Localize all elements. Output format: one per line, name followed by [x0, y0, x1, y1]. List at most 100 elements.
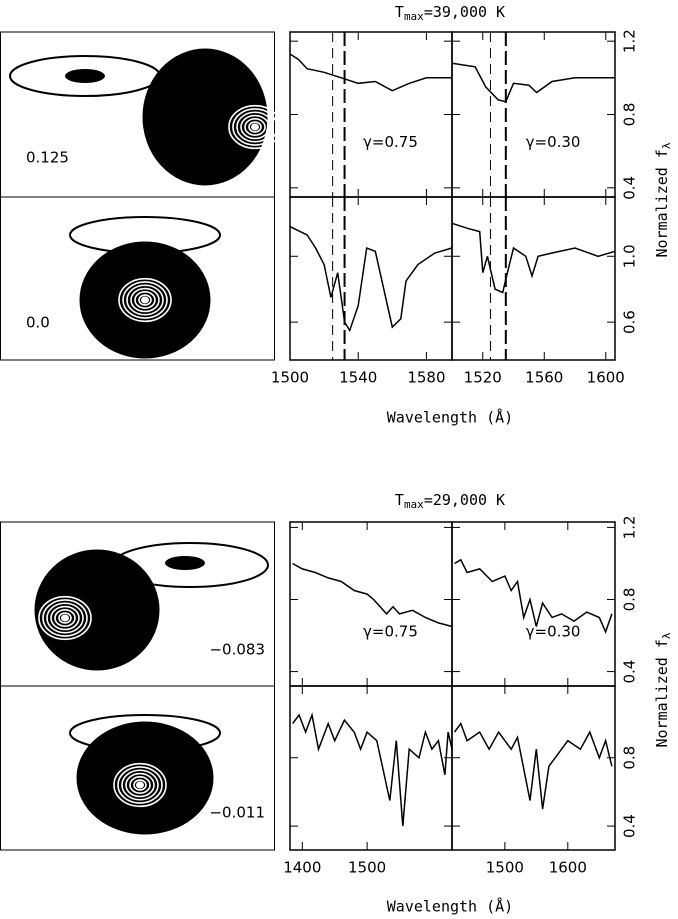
- gamma-annotation: γ=0.75: [363, 622, 418, 640]
- spectrum-line: [289, 53, 452, 92]
- y-axis-label: Normalized fλ: [653, 142, 674, 257]
- star-ring: [42, 599, 88, 637]
- x-tick-label: 1600: [587, 369, 625, 387]
- spectrum-panel: 1500 1540 1580: [271, 196, 453, 387]
- star-ring: [122, 281, 168, 319]
- star-ring: [244, 118, 266, 137]
- spectrum-line: [451, 62, 615, 103]
- star-ring: [133, 779, 147, 791]
- panel-frame: [451, 521, 616, 687]
- gamma-annotation: γ=0.30: [526, 622, 581, 640]
- x-tick-label: 1520: [464, 369, 502, 387]
- spectrum-line: [451, 222, 616, 294]
- spectrum-panel: γ=0.75: [289, 31, 453, 198]
- disk-spot: [165, 556, 205, 570]
- x-tick-label: 1500: [348, 859, 386, 877]
- y-axis-label: Normalized fλ: [653, 632, 674, 747]
- star-ring: [236, 111, 274, 143]
- x-tick-label: 1500: [271, 369, 309, 387]
- title-rest: =29,000 K: [424, 491, 505, 509]
- y-tick-label: 0.4: [621, 660, 639, 684]
- y-tick-label: 0.6: [621, 310, 639, 334]
- star-ring: [232, 108, 278, 146]
- spectrum-line: [292, 712, 453, 827]
- y-tick-label: 1.2: [621, 515, 639, 539]
- star-ring: [125, 772, 155, 798]
- title-rest: =39,000 K: [424, 3, 505, 21]
- panel-frame: [289, 196, 453, 361]
- y-tick-label: 1.2: [621, 29, 639, 53]
- y-tick-label: 1.0: [621, 244, 639, 268]
- star-ring: [58, 612, 72, 624]
- panel-frame: [289, 685, 453, 851]
- illustration-frame: [0, 31, 275, 361]
- y-tick-label: 0.4: [621, 814, 639, 838]
- y-label-sub: λ: [660, 632, 673, 639]
- star-ring: [121, 769, 159, 801]
- panel-frame: [451, 196, 616, 361]
- group-title: Tmax=29,000 K: [395, 491, 505, 512]
- title-sub: max: [404, 498, 424, 511]
- panel-frame: [289, 31, 453, 198]
- spectrum-line: [454, 558, 613, 634]
- star-core: [136, 781, 144, 789]
- star-ring: [118, 277, 172, 323]
- phase-label: −0.011: [209, 804, 265, 822]
- star-ring: [130, 287, 160, 313]
- y-tick-label: 0.4: [621, 176, 639, 200]
- spectrum-panel: 0.4 0.8 1.2 γ=0.30: [451, 29, 639, 200]
- y-label-main: Normalized f: [653, 639, 671, 747]
- panel-frame: [451, 685, 616, 851]
- star-ring: [138, 294, 152, 306]
- star-ring: [38, 595, 92, 641]
- spectrum-line: [292, 562, 453, 628]
- title-main: T: [395, 491, 404, 509]
- star-ring: [129, 775, 151, 794]
- star-ring: [113, 762, 167, 808]
- phase-label: 0.0: [26, 314, 50, 332]
- spectrum-line: [453, 722, 613, 810]
- panel-frame: [289, 521, 453, 687]
- star-ring: [248, 121, 262, 133]
- y-tick-label: 0.8: [621, 103, 639, 127]
- star: [34, 549, 160, 671]
- star-ring: [46, 602, 84, 634]
- y-label-main: Normalized f: [653, 149, 671, 257]
- star-ring: [126, 284, 164, 316]
- star-ring: [228, 104, 282, 150]
- phase-label: −0.083: [209, 641, 265, 659]
- x-axis-label: Wavelength (Å): [387, 408, 513, 427]
- star-ring: [50, 605, 80, 631]
- group-title: Tmax=39,000 K: [395, 3, 505, 24]
- y-tick-label: 0.8: [621, 588, 639, 612]
- y-tick-label: 0.8: [621, 746, 639, 770]
- star-ring: [134, 290, 156, 309]
- star-ring: [240, 114, 270, 140]
- spectrum-panel: 1520 1560 1600 0.6 1.0: [451, 196, 639, 387]
- illustration-panel: [0, 521, 275, 851]
- x-tick-label: 1560: [525, 369, 563, 387]
- illustration-panel: [0, 31, 282, 361]
- x-tick-label: 1600: [549, 859, 587, 877]
- star-core: [141, 296, 149, 304]
- spectrum-panel: 0.4 0.8 1.2 γ=0.30: [451, 515, 639, 687]
- x-tick-label: 1580: [407, 369, 445, 387]
- phase-label: 0.125: [26, 149, 69, 167]
- title-sub: max: [404, 10, 424, 23]
- x-axis-label: Wavelength (Å): [387, 897, 513, 916]
- panel-frame: [451, 31, 616, 198]
- star-ring: [54, 608, 76, 627]
- y-label-sub: λ: [660, 142, 673, 149]
- star-core: [61, 614, 69, 622]
- gamma-annotation: γ=0.30: [526, 133, 581, 151]
- title-main: T: [395, 3, 404, 21]
- x-tick-label: 1500: [486, 859, 524, 877]
- spectrum-panel: 1500 1600 0.4 0.8: [451, 685, 639, 877]
- star-core: [251, 123, 259, 131]
- gamma-annotation: γ=0.75: [363, 133, 418, 151]
- spectrum-panel: γ=0.75: [289, 521, 453, 687]
- disk-spot: [65, 69, 105, 83]
- star-ring: [117, 766, 163, 804]
- spectrum-panel: 1400 1500: [283, 685, 453, 877]
